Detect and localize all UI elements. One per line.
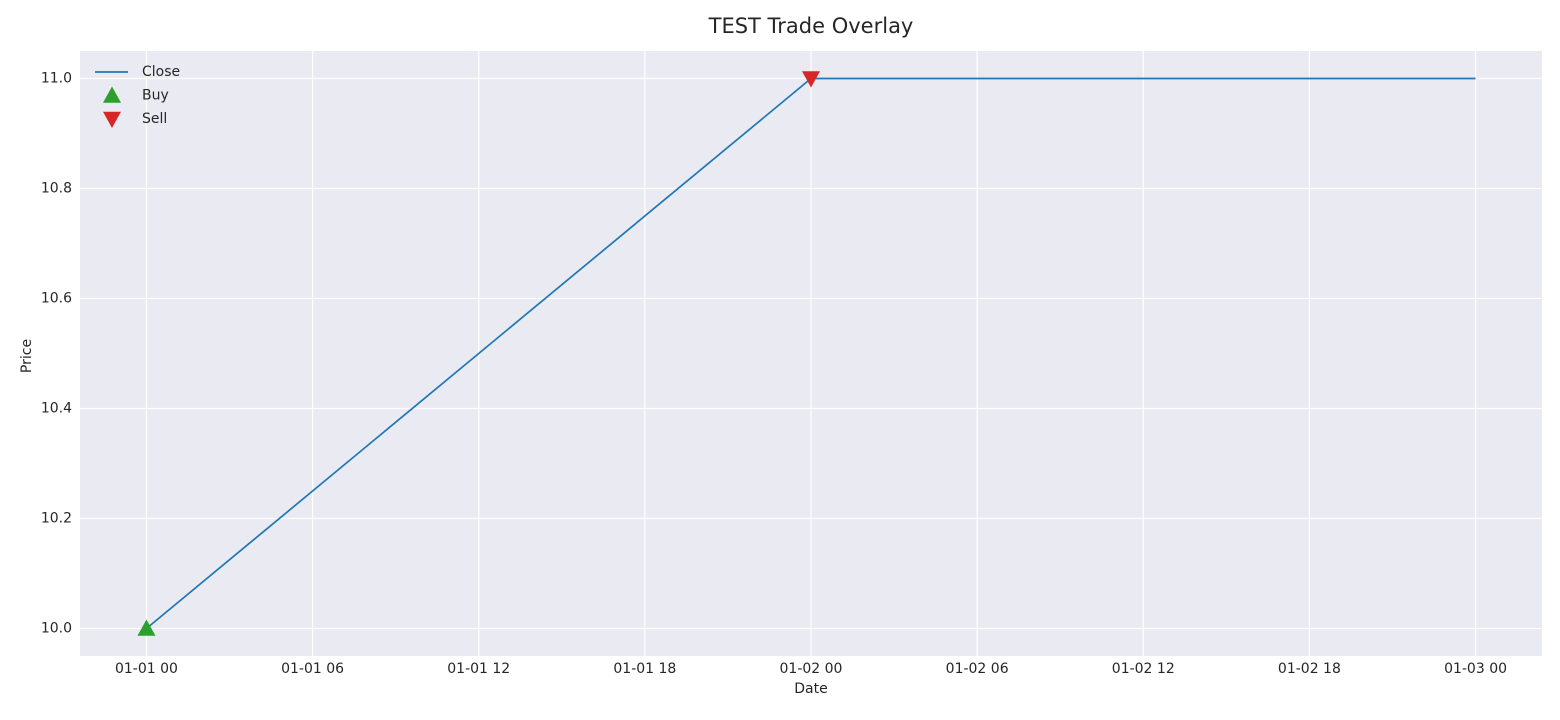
y-tick-label: 10.2 [41,511,72,527]
x-tick-label: 01-02 12 [1112,661,1175,677]
legend-label: Sell [142,111,167,127]
y-tick-label: 10.6 [41,291,72,307]
y-axis-label: Price [19,339,35,373]
legend-marker [103,111,121,128]
trade-marker [802,71,820,88]
legend-marker [103,86,121,103]
legend-label: Close [142,64,180,80]
grid [80,51,1542,656]
marks [137,71,1476,636]
trade-marker [137,619,156,636]
x-tick-label: 01-02 00 [780,661,843,677]
y-tick-label: 10.8 [41,181,72,197]
x-tick-label: 01-03 00 [1444,661,1507,677]
x-tick-label: 01-01 06 [281,661,344,677]
x-tick-label: 01-01 12 [447,661,510,677]
y-tick-label: 11.0 [41,71,72,87]
y-tick-label: 10.0 [41,621,72,637]
x-tick-label: 01-02 06 [946,661,1009,677]
chart-title: TEST Trade Overlay [708,14,914,38]
x-tick-label: 01-01 00 [115,661,178,677]
y-tick-label: 10.4 [41,401,72,417]
x-tick-label: 01-02 18 [1278,661,1341,677]
x-tick-label: 01-01 18 [613,661,676,677]
legend-label: Buy [142,88,169,104]
x-axis-label: Date [794,681,827,697]
